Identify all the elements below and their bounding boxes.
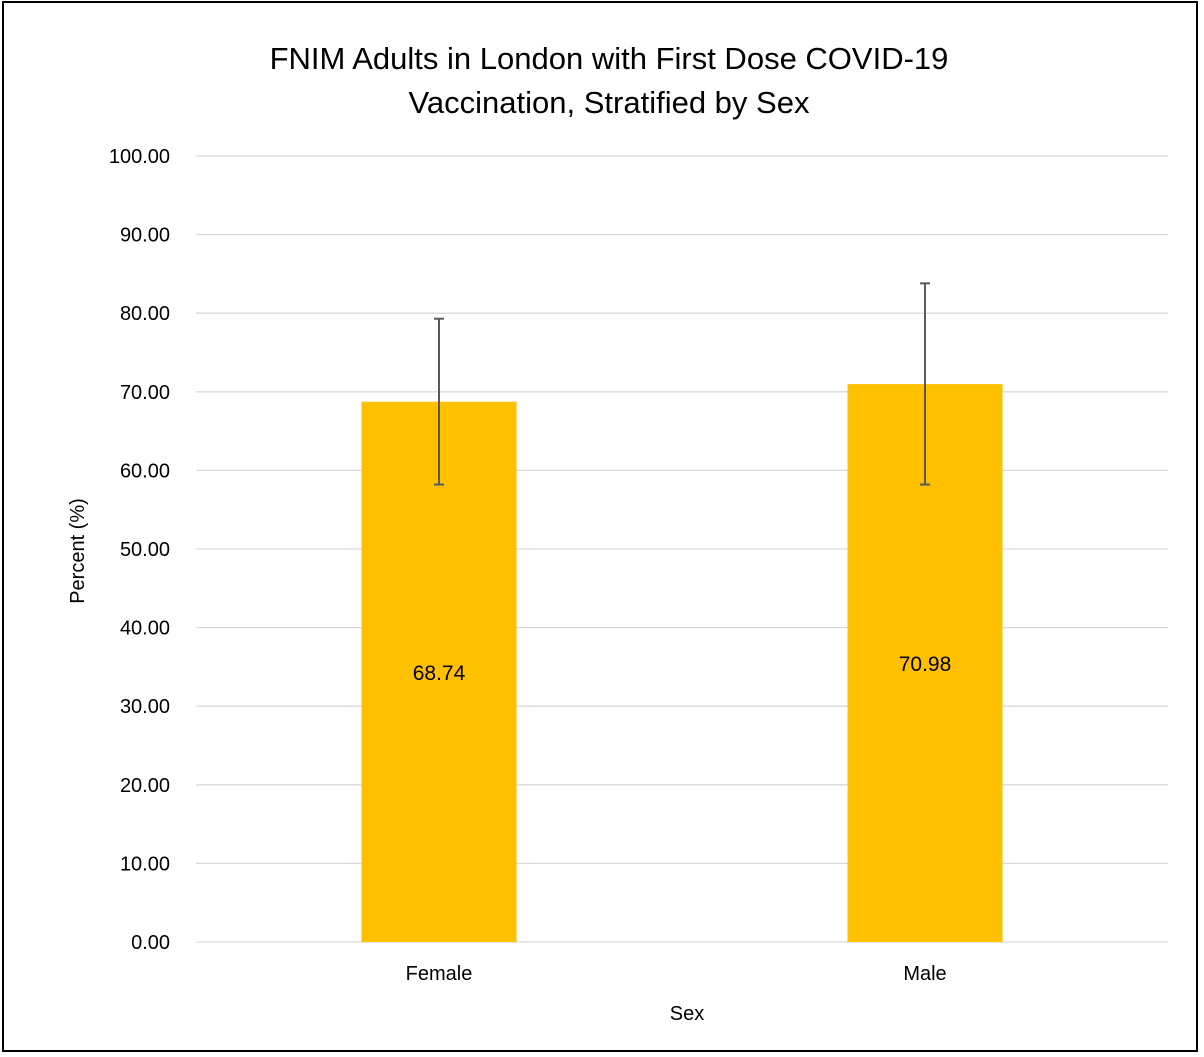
bar-chart: FNIM Adults in London with First Dose CO… — [67, 41, 1168, 1025]
error-bars — [434, 282, 930, 486]
chart-title-line-2: Vaccination, Stratified by Sex — [409, 85, 810, 120]
x-tick-label: Male — [903, 963, 946, 985]
y-tick-label: 40.00 — [120, 618, 170, 640]
y-tick-label: 70.00 — [120, 382, 170, 404]
y-tick-label: 20.00 — [120, 775, 170, 797]
y-tick-label: 0.00 — [131, 932, 170, 954]
chart-title-line-1: FNIM Adults in London with First Dose CO… — [270, 41, 949, 76]
chart-title: FNIM Adults in London with First Dose CO… — [270, 41, 949, 120]
x-tick-label: Female — [406, 963, 473, 985]
y-tick-label: 60.00 — [120, 460, 170, 482]
gridlines — [196, 155, 1168, 943]
y-tick-label: 10.00 — [120, 853, 170, 875]
data-label-male: 70.98 — [899, 653, 952, 676]
bars — [361, 384, 1003, 943]
error-bar-female — [434, 317, 444, 486]
y-tick-label: 80.00 — [120, 303, 170, 325]
y-tick-label: 50.00 — [120, 539, 170, 561]
x-axis-ticks: Female Male — [406, 963, 947, 985]
x-axis-label: Sex — [670, 1003, 704, 1025]
bar-female — [361, 401, 517, 942]
data-label-female: 68.74 — [413, 662, 466, 685]
y-tick-label: 30.00 — [120, 696, 170, 718]
y-axis-label: Percent (%) — [67, 498, 89, 604]
error-bar-male — [920, 282, 930, 486]
data-labels: 68.74 70.98 — [413, 653, 952, 685]
y-tick-label: 90.00 — [120, 225, 170, 247]
y-tick-label: 100.00 — [109, 146, 170, 168]
y-axis-ticks: 0.00 10.00 20.00 30.00 40.00 50.00 60.00 70.00 8… — [109, 146, 170, 954]
